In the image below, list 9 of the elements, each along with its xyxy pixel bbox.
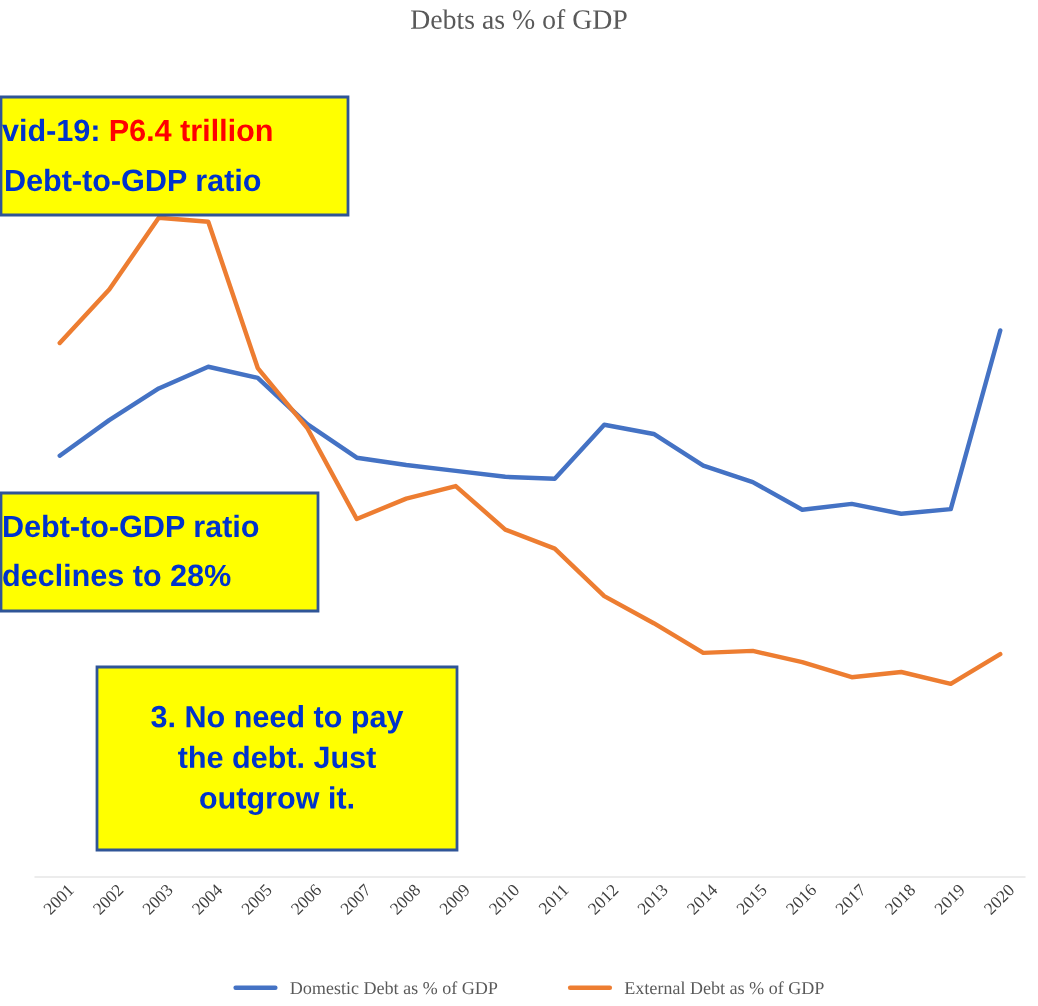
text: P6.4 trillion [110, 118, 272, 142]
annotation: 3. No need to pay the debt. Just outgrow it. [151, 705, 404, 815]
text: vid-19: [2, 118, 98, 142]
text: Debt-to-GDP ratio [6, 168, 261, 192]
annotation: declines to 28% [3, 563, 231, 587]
legend-label: Domestic Debt as % of GDP [290, 981, 498, 995]
chart-title: Debts as % of GDP [411, 9, 627, 30]
legend-label: External Debt as % of GDP [624, 981, 824, 995]
annotation: Debt-to-GDP ratio [4, 514, 259, 538]
